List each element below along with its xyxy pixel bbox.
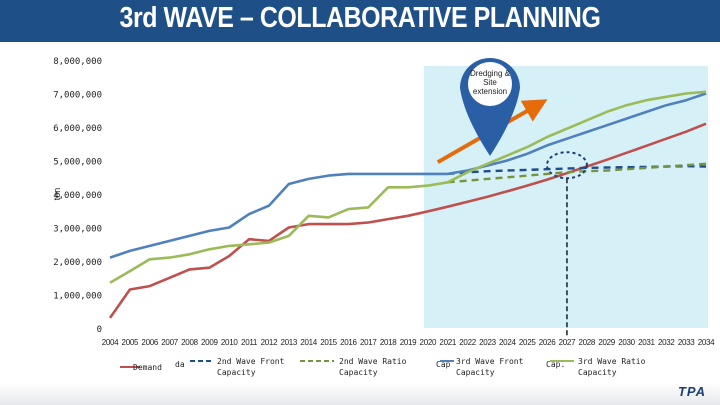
series-line xyxy=(108,122,707,319)
x-tick-label: 2006 xyxy=(141,338,158,347)
y-tick-label: 1,000,000 xyxy=(53,292,102,302)
x-tick-label: 2015 xyxy=(320,338,337,347)
x-tick-label: 2024 xyxy=(499,338,516,347)
x-tick-label: 2010 xyxy=(221,338,238,347)
legend-label-line: Capacity xyxy=(578,368,617,377)
legend-label-line: Capacity xyxy=(339,368,378,377)
legend-label-line: Demand xyxy=(133,363,162,372)
x-tick-label: 2008 xyxy=(181,338,198,347)
pin-label-bg xyxy=(468,62,512,106)
x-tick-label: 2013 xyxy=(280,338,297,347)
x-tick-label: 2016 xyxy=(340,338,357,347)
legend-label-line: 3rd Wave Ratio xyxy=(578,357,646,366)
x-tick-label: 2005 xyxy=(122,338,139,347)
legend-label-line: Capacity xyxy=(217,368,256,377)
x-tick-label: 2022 xyxy=(459,338,476,347)
series-2nd-wave-ratio-capacity xyxy=(109,181,448,284)
x-tick-label: 2030 xyxy=(618,338,635,347)
pin-label: Dredging & Site extension xyxy=(470,69,511,96)
x-tick-label: 2004 xyxy=(102,338,119,347)
x-tick-label: 2018 xyxy=(380,338,397,347)
pin-label-line: Dredging & xyxy=(470,69,511,78)
x-tick-label: 2025 xyxy=(519,338,536,347)
series-line xyxy=(109,172,448,259)
legend-label: 2nd Wave Front Capacity xyxy=(217,357,285,377)
legend-label-line: 2nd Wave Front xyxy=(217,357,285,366)
series-3rd-wave-ratio-capacity xyxy=(447,90,707,184)
x-tick-label: 2014 xyxy=(300,338,317,347)
x-tick-label: 2011 xyxy=(241,338,258,347)
x-tick-label: 2027 xyxy=(559,338,576,347)
x-tick-label: 2021 xyxy=(439,338,456,347)
series-line xyxy=(447,92,707,176)
x-tick-label: 2031 xyxy=(638,338,655,347)
legend-label: Demand xyxy=(133,363,162,372)
y-tick-label: 0 xyxy=(97,325,102,335)
legend-label-line: Cap xyxy=(436,360,451,369)
x-tick-label: 2034 xyxy=(698,338,715,347)
x-tick-label: 2020 xyxy=(420,338,437,347)
chart: 0 1,000,000 2,000,000 3,000,000 4,000,000 5,0… xyxy=(52,57,715,377)
x-tick-label: 2023 xyxy=(479,338,496,347)
x-tick-label: 2032 xyxy=(658,338,675,347)
y-tick-label: 6,000,000 xyxy=(53,124,102,134)
x-tick-label: 2028 xyxy=(578,338,595,347)
x-tick-label: 2017 xyxy=(360,338,377,347)
legend-label-line: 3rd Wave Front xyxy=(456,357,524,366)
x-tick-label: 2019 xyxy=(400,338,417,347)
page-title: 3rd WAVE – COLLABORATIVE PLANNING xyxy=(119,2,601,34)
y-tick-label: 7,000,000 xyxy=(53,91,102,101)
series-2nd-wave-front-capacity xyxy=(109,172,448,259)
pin-label-line: extension xyxy=(473,87,507,96)
legend-label: Cap. xyxy=(546,360,565,369)
legend-label-line: da xyxy=(175,360,185,369)
x-tick-label: 2009 xyxy=(201,338,218,347)
y-tick-label: 8,000,000 xyxy=(53,57,102,67)
footer-band xyxy=(0,383,720,405)
title-bar xyxy=(0,0,720,42)
x-tick-label: 2007 xyxy=(161,338,178,347)
legend-label-line: Cap. xyxy=(546,360,565,369)
y-axis-label: ton xyxy=(52,188,62,201)
x-tick-label: 2012 xyxy=(261,338,278,347)
x-tick-label: 2033 xyxy=(678,338,695,347)
legend-label: da xyxy=(175,360,185,369)
y-tick-label: 4,000,000 xyxy=(53,191,102,201)
legend-label: 2nd Wave Ratio Capacity xyxy=(339,357,407,377)
series-3rd-wave-front-capacity xyxy=(447,92,707,176)
y-tick-label: 3,000,000 xyxy=(53,225,102,235)
x-tick-label: 2026 xyxy=(539,338,556,347)
y-tick-label: 2,000,000 xyxy=(53,258,102,268)
x-tick-label: 2029 xyxy=(598,338,615,347)
legend-label: 3rd Wave Front Capacity xyxy=(456,357,524,377)
legend-label: Cap xyxy=(436,360,451,369)
legend-label-line: 2nd Wave Ratio xyxy=(339,357,407,366)
series-line xyxy=(447,90,707,184)
pin-label-line: Site xyxy=(483,78,497,87)
brand-logo: TPA xyxy=(677,384,706,399)
series-demand xyxy=(108,122,707,319)
legend-label-line: Capacity xyxy=(456,368,495,377)
legend-label: 3rd Wave Ratio Capacity xyxy=(578,357,646,377)
y-tick-label: 5,000,000 xyxy=(53,158,102,168)
series-line xyxy=(109,181,448,284)
